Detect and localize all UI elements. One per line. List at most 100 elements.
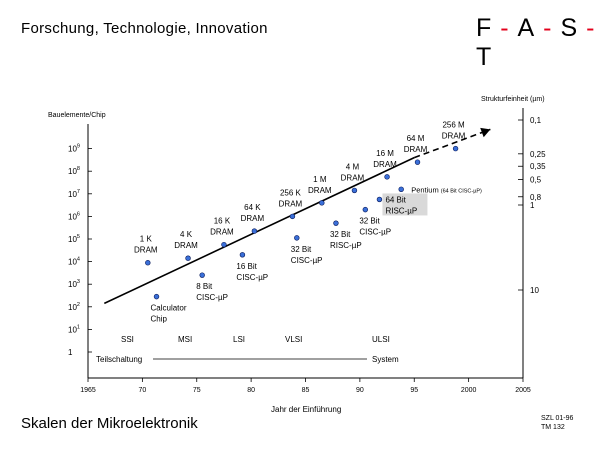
y-left-tick-label: 107 xyxy=(68,189,80,199)
point-label-processor: Calculator xyxy=(151,304,187,313)
highlight-box xyxy=(382,193,428,216)
fast-logo: F - A - S - T xyxy=(476,14,600,72)
y-left-tick-label: 101 xyxy=(68,324,80,334)
point-label-dram: 64 K xyxy=(244,203,261,212)
point-label-dram: 1 M xyxy=(313,175,327,184)
x-axis-label: Jahr der Einführung xyxy=(271,405,341,414)
y-left-tick-label: 108 xyxy=(68,166,80,176)
range-start-label: Teilschaltung xyxy=(96,355,142,364)
data-point-dram xyxy=(185,255,191,261)
x-tick-label: 95 xyxy=(410,387,418,394)
x-tick-label: 70 xyxy=(138,387,146,394)
point-label-dram: DRAM xyxy=(279,199,303,208)
y-right-tick-label: 0,8 xyxy=(530,193,542,202)
logo-letter-t: T xyxy=(476,43,493,71)
document-reference: SZL 01-96 TM 132 xyxy=(541,414,573,432)
logo-letter-f: F xyxy=(476,14,493,42)
logo-separator: - xyxy=(543,14,553,42)
scale-label-msi: MSI xyxy=(178,335,192,344)
point-label-dram: 16 K xyxy=(214,217,231,226)
y-right-tick-label: 10 xyxy=(530,286,539,295)
point-label-processor: RISC-µP xyxy=(330,241,362,250)
data-point-processor xyxy=(333,220,339,226)
y-axis-left-label: Bauelemente/Chip xyxy=(48,112,106,119)
y-right-tick-label: 0,5 xyxy=(530,175,542,184)
x-tick-label: 2005 xyxy=(515,387,531,394)
x-tick-label: 80 xyxy=(247,387,255,394)
trend-line-projection xyxy=(413,128,491,159)
x-tick-label: 75 xyxy=(193,387,201,394)
y-left-tick-label: 106 xyxy=(68,211,80,221)
document-reference-line: SZL 01-96 xyxy=(541,415,574,422)
y-right-tick-label: 0,25 xyxy=(530,150,546,159)
point-label-processor: RISC-µP xyxy=(385,206,417,215)
logo-letter-s: S xyxy=(560,14,579,42)
point-label-dram: DRAM xyxy=(373,160,397,169)
point-label-dram: DRAM xyxy=(442,132,466,141)
y-left-tick-label: 109 xyxy=(68,144,80,154)
point-label-dram: 1 K xyxy=(140,235,153,244)
point-label-dram: DRAM xyxy=(341,173,365,182)
data-point-dram xyxy=(221,241,227,248)
data-point-processor xyxy=(294,235,300,241)
scale-label-vlsi: VLSI xyxy=(285,335,302,344)
point-label-dram: 256 K xyxy=(280,188,302,197)
point-label-dram: 4 K xyxy=(180,230,193,239)
data-point-dram xyxy=(351,187,358,194)
point-label-processor: 32 Bit xyxy=(359,217,380,226)
scale-label-ulsi: ULSI xyxy=(372,335,390,344)
trend-arrowhead xyxy=(480,127,491,138)
point-label-processor: CISC-µP xyxy=(236,273,268,282)
point-label-processor: 64 Bit xyxy=(385,195,406,204)
data-point-processor xyxy=(376,196,383,203)
point-label-dram: DRAM xyxy=(241,214,265,223)
y-left-tick-label: 103 xyxy=(68,279,80,289)
document-reference-line: TM 132 xyxy=(541,424,565,431)
point-label-processor: 8 Bit xyxy=(196,282,213,291)
data-point-dram xyxy=(289,213,296,220)
range-end-label: System xyxy=(372,355,399,364)
point-label-dram: DRAM xyxy=(308,186,332,195)
x-tick-label: 90 xyxy=(356,387,364,394)
y-left-tick-label: 102 xyxy=(68,302,80,312)
point-label-processor: 32 Bit xyxy=(291,245,312,254)
y-axis-right-label: Strukturfeinheit (µm) xyxy=(481,96,545,103)
data-point-dram xyxy=(414,159,421,165)
data-point-dram xyxy=(251,228,258,234)
slide-subtitle: Skalen der Mikroelektronik xyxy=(21,415,198,432)
point-label-dram: 64 M xyxy=(407,134,425,143)
point-label-dram: DRAM xyxy=(134,246,158,255)
y-right-tick-label: 0,1 xyxy=(530,116,542,125)
trend-line xyxy=(103,156,415,305)
logo-separator: - xyxy=(500,14,510,42)
data-point-dram xyxy=(452,145,459,152)
scale-label-lsi: LSI xyxy=(233,335,245,344)
scale-label-ssi: SSI xyxy=(121,335,134,344)
logo-letter-a: A xyxy=(517,14,536,42)
data-point-processor xyxy=(398,186,404,192)
point-label-dram: 4 M xyxy=(346,162,360,171)
point-label-dram: 16 M xyxy=(376,149,394,158)
point-label-processor: 16 Bit xyxy=(236,262,257,271)
data-point-processor xyxy=(153,293,160,300)
y-left-tick-label: 105 xyxy=(68,234,80,244)
y-left-tick-label: 1 xyxy=(68,348,73,357)
data-point-processor xyxy=(362,206,369,213)
point-label-dram: DRAM xyxy=(174,241,198,250)
point-label-dram: DRAM xyxy=(404,145,428,154)
data-point-dram xyxy=(384,174,390,180)
point-label-processor: Pentium (64 Bit CISC-µP) xyxy=(411,185,482,194)
data-point-processor xyxy=(239,252,246,258)
point-label-processor: Chip xyxy=(151,315,168,324)
logo-separator: - xyxy=(586,14,596,42)
data-point-dram xyxy=(145,260,151,266)
x-tick-label: 2000 xyxy=(461,387,477,394)
x-tick-label: 85 xyxy=(302,387,310,394)
x-tick-label: 1965 xyxy=(80,387,96,394)
y-left-tick-label: 104 xyxy=(68,257,80,267)
data-point-processor xyxy=(199,272,205,278)
point-label-processor: CISC-µP xyxy=(291,256,323,265)
data-point-dram xyxy=(319,200,325,206)
